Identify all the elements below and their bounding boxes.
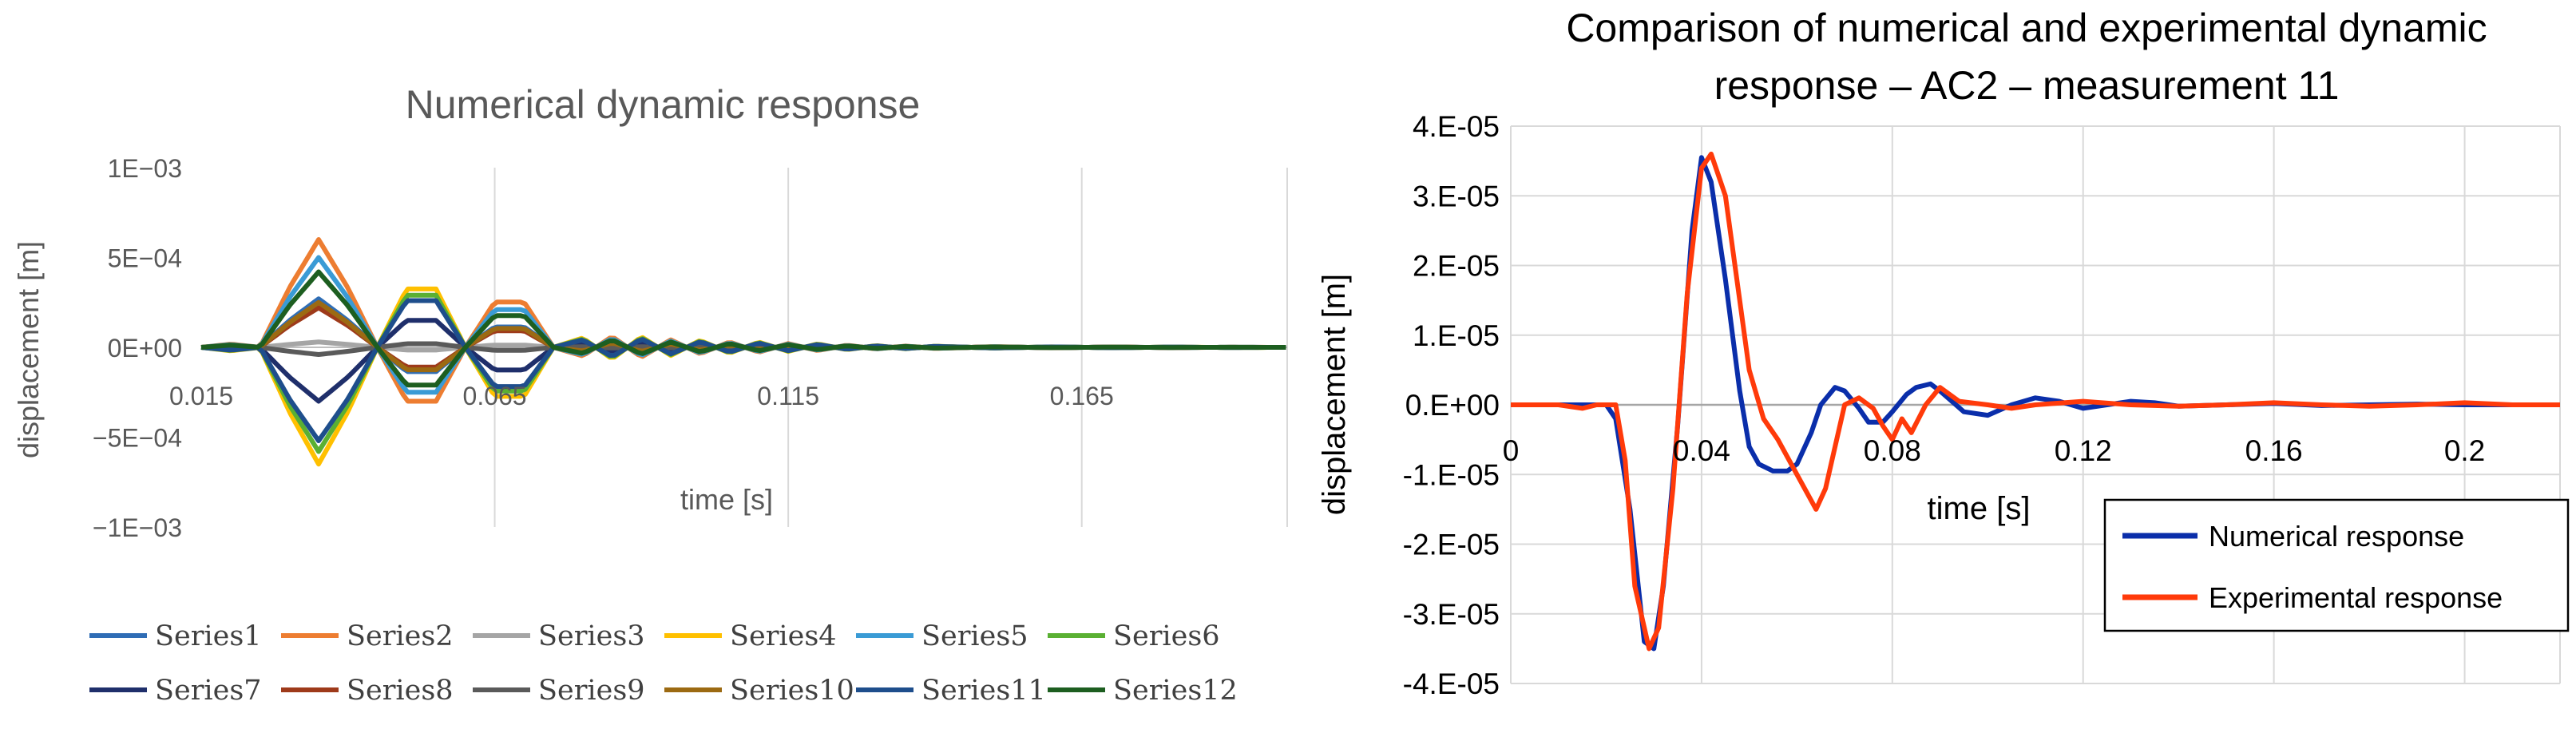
x-tick-label: 0.16 <box>2245 434 2303 467</box>
legend-label: Numerical response <box>2209 520 2464 553</box>
x-tick-labels: 0 0.04 0.08 0.12 0.16 0.2 <box>1503 434 2486 467</box>
legend-label: Experimental response <box>2209 581 2503 614</box>
legend-label: Series11 <box>921 675 1046 707</box>
y-axis-label: displacement [m] <box>1317 274 1352 515</box>
x-tick-label: 0.115 <box>757 382 819 410</box>
x-tick-label: 0.04 <box>1673 434 1730 467</box>
y-tick-labels: 1E−03 5E−04 0E+00 −5E−04 −1E−03 <box>93 154 182 542</box>
x-tick-label: 0.165 <box>1050 382 1114 410</box>
chart-title: Numerical dynamic response <box>406 82 921 127</box>
legend-label: Series1 <box>155 620 262 652</box>
legend-label: Series5 <box>921 620 1028 652</box>
legend-label: Series9 <box>538 675 645 707</box>
legend-box <box>2103 498 2570 632</box>
x-tick-label: 0.2 <box>2444 434 2485 467</box>
x-tick-labels: 0.015 0.065 0.115 0.165 <box>169 382 1114 410</box>
chart-title-line-2: response – AC2 – measurement 11 <box>1714 63 2340 108</box>
legend-label: Series3 <box>538 620 645 652</box>
y-tick-label: 3.E-05 <box>1413 180 1500 212</box>
x-axis-label: time [s] <box>680 483 773 516</box>
y-tick-label: -4.E-05 <box>1403 668 1500 700</box>
legend-label: Series2 <box>347 620 454 652</box>
y-tick-label: -1.E-05 <box>1403 458 1500 491</box>
y-tick-label: −5E−04 <box>93 424 182 453</box>
y-tick-labels: 4.E-05 3.E-05 2.E-05 1.E-05 0.E+00 -1.E-05 -2.… <box>1403 110 1500 700</box>
x-tick-label: 0 <box>1503 434 1520 467</box>
series-lines <box>200 237 1286 467</box>
y-tick-label: 4.E-05 <box>1413 110 1500 143</box>
legend-label: Series8 <box>347 675 454 707</box>
x-axis-label: time [s] <box>1928 491 2031 526</box>
legend-label: Series10 <box>730 675 854 707</box>
legend: Numerical response Experimental response <box>2103 498 2570 632</box>
y-tick-label: 2.E-05 <box>1413 250 1500 283</box>
y-tick-label: 0.E+00 <box>1405 389 1500 422</box>
y-tick-label: -2.E-05 <box>1403 529 1500 561</box>
legend-label: Series6 <box>1113 620 1220 652</box>
series-line <box>1511 151 2560 652</box>
y-tick-label: 0E+00 <box>108 334 182 363</box>
y-tick-label: -3.E-05 <box>1403 598 1500 631</box>
x-tick-label: 0.015 <box>169 382 233 410</box>
x-tick-label: 0.065 <box>463 382 527 410</box>
y-tick-label: 5E−04 <box>108 244 182 273</box>
legend-label: Series12 <box>1113 675 1238 707</box>
legend-label: Series7 <box>155 675 262 707</box>
legend: Series1 Series2 Series3 Series4 Series5 Serie… <box>89 620 1238 707</box>
x-tick-label: 0.12 <box>2055 434 2112 467</box>
series-line <box>200 269 1286 388</box>
y-tick-label: 1.E-05 <box>1413 319 1500 352</box>
y-tick-label: 1E−03 <box>108 154 182 183</box>
series-lines <box>1511 151 2560 652</box>
numerical-response-chart: Numerical dynamic response 1E−03 5E−04 0E+… <box>12 82 1288 707</box>
y-axis-label: displacement [m] <box>12 241 45 458</box>
comparison-chart: Comparison of numerical and experimental… <box>1317 6 2570 700</box>
y-tick-label: −1E−03 <box>93 513 182 542</box>
x-tick-label: 0.08 <box>1864 434 1921 467</box>
chart-title-line-1: Comparison of numerical and experimental… <box>1566 6 2487 50</box>
legend-label: Series4 <box>730 620 837 652</box>
